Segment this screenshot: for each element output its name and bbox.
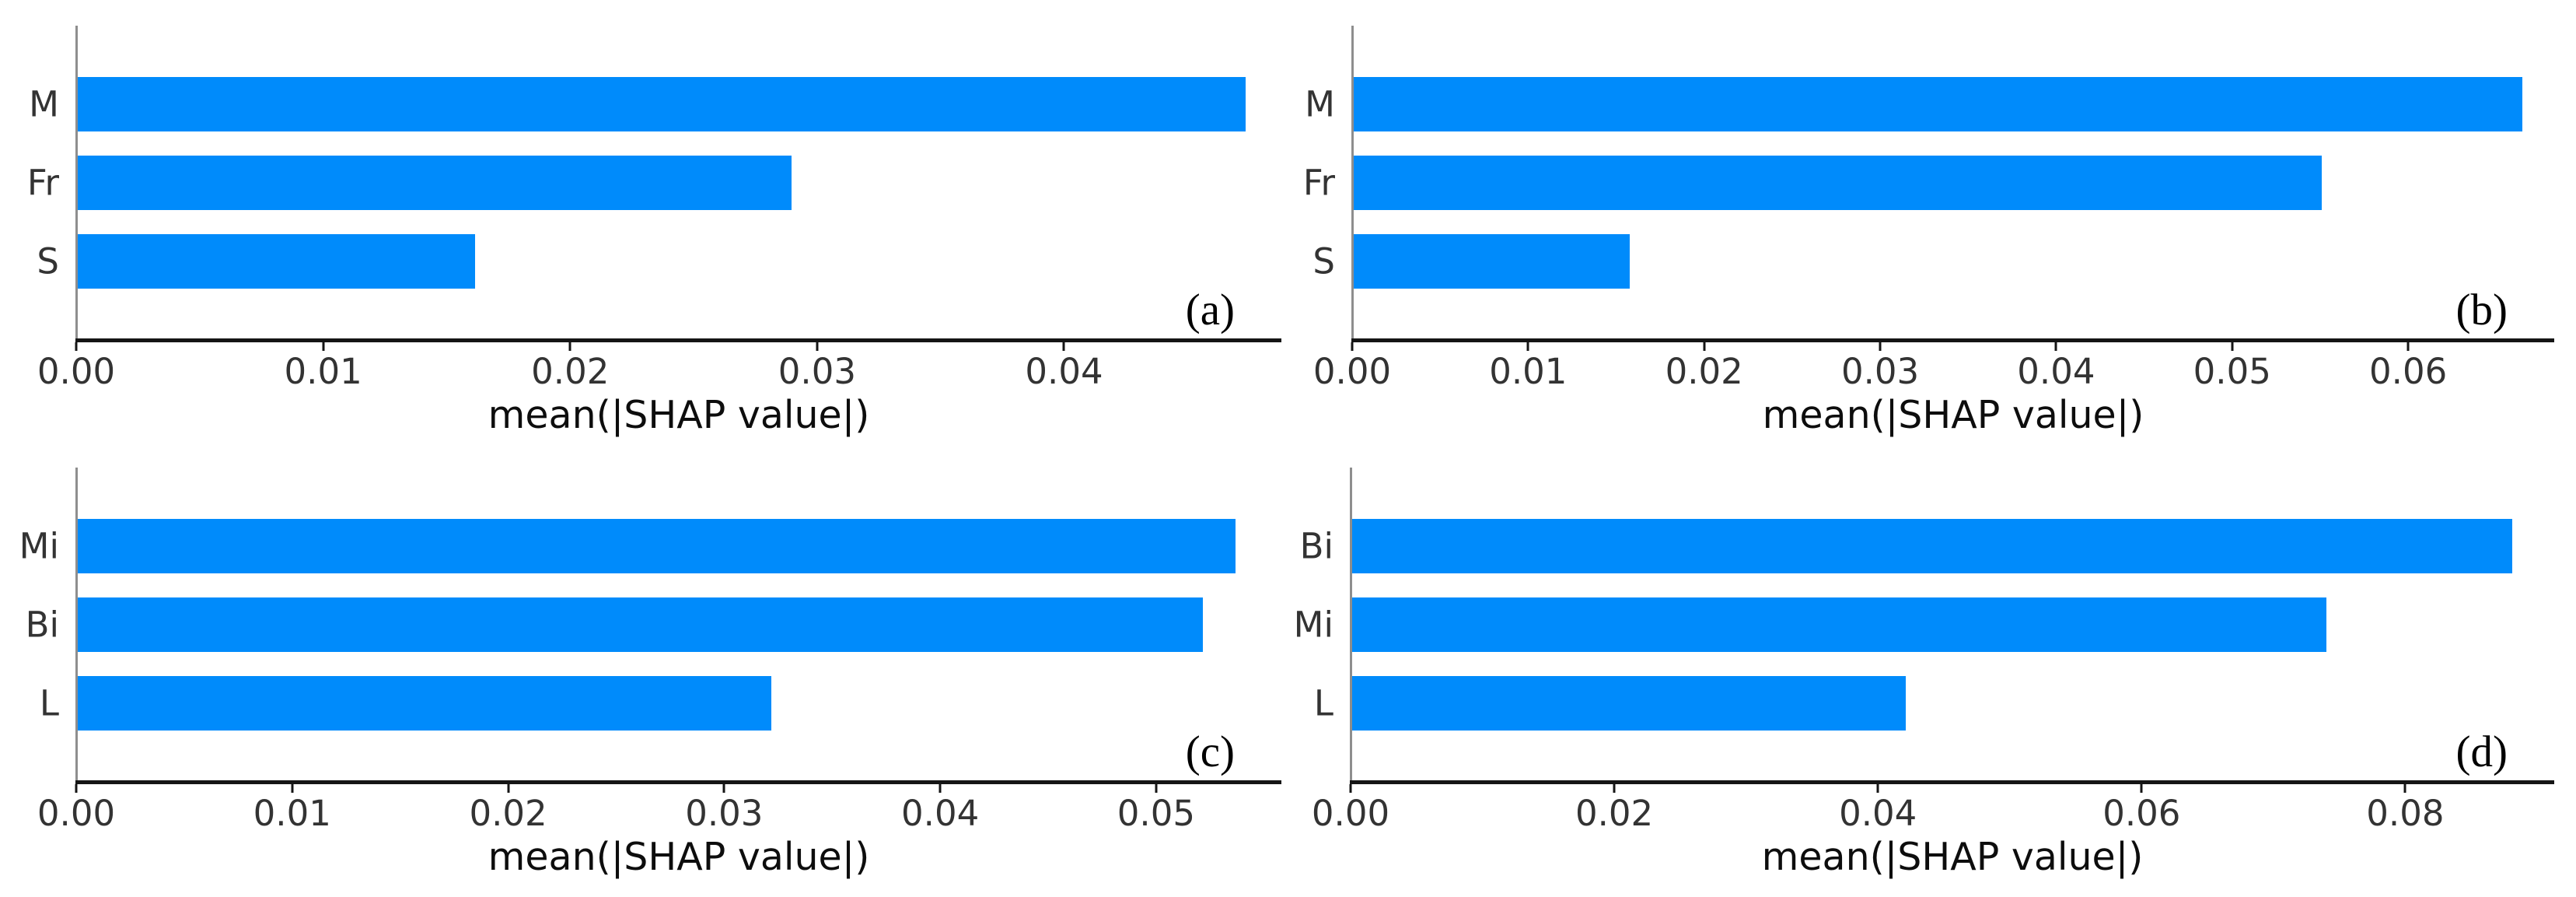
y-tick-label-fr: Fr <box>26 162 59 204</box>
x-tick-mark <box>568 342 571 351</box>
x-tick-label: 0.01 <box>1489 351 1568 392</box>
x-tick-label: 0.02 <box>1575 793 1654 834</box>
x-axis-line <box>1351 338 2554 342</box>
x-tick-mark <box>75 342 78 351</box>
y-axis-line <box>75 26 78 340</box>
y-axis-line <box>75 468 78 782</box>
x-tick-label: 0.08 <box>2366 793 2445 834</box>
x-tick-mark <box>1349 784 1352 793</box>
bar-fr <box>78 156 792 210</box>
y-tick-label-m: M <box>29 83 59 125</box>
bar-l <box>78 676 771 731</box>
bar-mi <box>78 519 1236 573</box>
x-axis-line <box>75 338 1281 342</box>
x-tick-mark <box>322 342 325 351</box>
x-axis-title: mean(|SHAP value|) <box>488 393 870 437</box>
x-tick-label: 0.01 <box>253 793 331 834</box>
y-tick-label-bi: Bi <box>1299 525 1333 567</box>
x-tick-label: 0.04 <box>1025 351 1103 392</box>
y-tick-label-m: M <box>1305 83 1335 125</box>
x-tick-mark <box>1613 784 1616 793</box>
x-tick-label: 0.02 <box>531 351 610 392</box>
x-tick-mark <box>1062 342 1065 351</box>
bar-mi <box>1352 597 2326 652</box>
y-tick-label-mi: Mi <box>1293 604 1333 646</box>
x-tick-mark <box>2140 784 2143 793</box>
x-tick-label: 0.04 <box>1839 793 1917 834</box>
x-axis-title: mean(|SHAP value|) <box>1761 835 2144 879</box>
x-tick-label: 0.04 <box>901 793 980 834</box>
x-axis-line <box>1350 780 2554 784</box>
panel-label: (b) <box>2455 286 2508 335</box>
y-axis-line <box>1351 26 1354 340</box>
x-tick-mark <box>1351 342 1354 351</box>
plot-area: (a) mean(|SHAP value|) M Fr S 0.00 0.01 0.02 0… <box>27 26 1281 434</box>
plot-area: (c) mean(|SHAP value|) Mi Bi L 0.00 0.01 0.02… <box>19 468 1281 876</box>
x-tick-label: 0.02 <box>1665 351 1743 392</box>
x-tick-label: 0.00 <box>1312 351 1392 392</box>
x-tick-mark <box>2406 342 2410 351</box>
x-tick-mark <box>938 784 942 793</box>
x-tick-mark <box>291 784 294 793</box>
x-tick-label: 0.05 <box>2193 351 2271 392</box>
bar-l <box>1352 676 1907 731</box>
panel-label: (d) <box>2455 727 2508 776</box>
x-tick-mark <box>816 342 819 351</box>
bar-bi <box>1352 519 2513 573</box>
x-tick-mark <box>1155 784 1158 793</box>
y-tick-label-s: S <box>1312 240 1335 282</box>
x-tick-mark <box>75 784 78 793</box>
x-tick-label: 0.03 <box>778 351 856 392</box>
plot-area: (d) mean(|SHAP value|) Bi Mi L 0.00 0.02 0.04… <box>1294 468 2554 876</box>
x-tick-mark <box>722 784 725 793</box>
x-tick-label: 0.05 <box>1117 793 1195 834</box>
y-tick-label-mi: Mi <box>19 525 59 567</box>
y-tick-label-fr: Fr <box>1302 162 1335 204</box>
x-tick-label: 0.03 <box>685 793 764 834</box>
panel-label: (c) <box>1185 727 1235 776</box>
x-tick-mark <box>1879 342 1882 351</box>
x-tick-label: 0.06 <box>2369 351 2448 392</box>
x-tick-mark <box>2231 342 2234 351</box>
x-tick-mark <box>2054 342 2057 351</box>
bar-m <box>78 77 1246 131</box>
x-tick-mark <box>507 784 510 793</box>
x-axis-title: mean(|SHAP value|) <box>1762 393 2144 437</box>
x-tick-label: 0.00 <box>37 793 116 834</box>
bar-m <box>1354 77 2522 131</box>
x-tick-label: 0.02 <box>469 793 547 834</box>
x-tick-label: 0.00 <box>1311 793 1390 834</box>
x-tick-mark <box>2403 784 2406 793</box>
y-tick-label-s: S <box>37 240 59 282</box>
y-tick-label-bi: Bi <box>25 604 59 646</box>
x-axis-line <box>75 780 1281 784</box>
y-tick-label-l: L <box>39 682 59 724</box>
y-axis-line <box>1350 468 1352 782</box>
x-tick-label: 0.04 <box>2017 351 2095 392</box>
panel-label: (a) <box>1185 286 1235 335</box>
bar-bi <box>78 597 1204 652</box>
x-tick-mark <box>1703 342 1706 351</box>
x-tick-label: 0.01 <box>284 351 362 392</box>
plot-area: (b) mean(|SHAP value|) M Fr S 0.00 0.01 0.02 0… <box>1303 26 2554 434</box>
x-tick-mark <box>1876 784 1879 793</box>
x-tick-label: 0.00 <box>37 351 116 392</box>
x-axis-title: mean(|SHAP value|) <box>488 835 870 879</box>
x-tick-mark <box>1526 342 1529 351</box>
bar-s <box>1354 234 1631 289</box>
bar-s <box>78 234 476 289</box>
bar-fr <box>1354 156 2322 210</box>
y-tick-label-l: L <box>1313 682 1333 724</box>
x-tick-label: 0.03 <box>1840 351 1920 392</box>
x-tick-label: 0.06 <box>2102 793 2181 834</box>
